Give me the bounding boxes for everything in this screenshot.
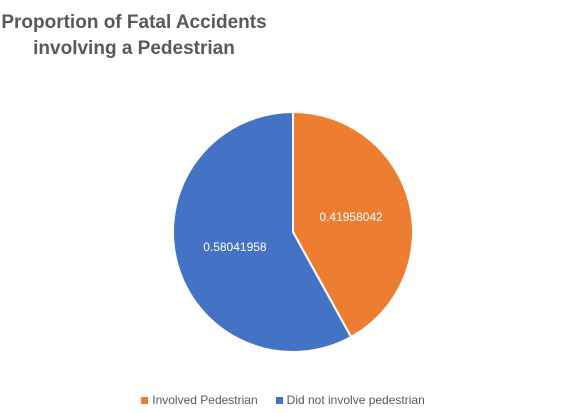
- chart-title-line-2: involving a Pedestrian: [33, 38, 235, 59]
- legend-label-did-not-involve-pedestrian: Did not involve pedestrian: [286, 393, 425, 407]
- legend: Involved Pedestrian Did not involve pede…: [0, 393, 566, 407]
- pie-slice-involved-pedestrian: [292, 111, 414, 339]
- chart-title: Proportion of Fatal Accidents involving …: [0, 10, 268, 62]
- legend-label-involved-pedestrian: Involved Pedestrian: [152, 393, 258, 407]
- data-label-involved-pedestrian: 0.41958042: [319, 210, 383, 224]
- legend-swatch-did-not-involve-pedestrian: [275, 396, 283, 404]
- legend-item-involved-pedestrian: Involved Pedestrian: [141, 393, 258, 407]
- chart-title-line-1: Proportion of Fatal Accidents: [1, 12, 267, 33]
- pie-slice-did-not-involve-pedestrian: [172, 111, 353, 353]
- legend-swatch-involved-pedestrian: [141, 396, 149, 404]
- legend-item-did-not-involve-pedestrian: Did not involve pedestrian: [275, 393, 425, 407]
- data-label-did-not-involve-pedestrian: 0.58041958: [203, 240, 267, 254]
